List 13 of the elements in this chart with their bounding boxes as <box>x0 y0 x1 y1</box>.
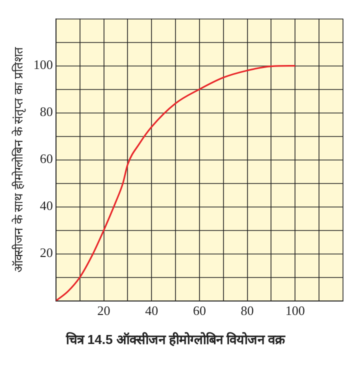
x-tick-label: 40 <box>145 303 158 318</box>
text: चित्र 14.5 ऑक्सीजन हीमोग्लोबिन वियोजन वक्र <box>64 332 286 347</box>
line-series <box>56 65 296 301</box>
y-tick-label: 60 <box>40 151 53 166</box>
y-tick-label: 100 <box>33 57 53 72</box>
y-tick-label: 80 <box>40 104 53 120</box>
x-tick-label: 80 <box>240 303 254 318</box>
x-tick-label: 60 <box>192 303 206 318</box>
y-tick-label: 20 <box>40 245 53 260</box>
x-tick-label: 100 <box>285 303 305 318</box>
y-axis-title: ऑक्सीजन के साथ हीमोग्लोबिन के संतृप्त का प्रतिशत <box>12 46 27 272</box>
x-tick-label: 20 <box>97 303 110 318</box>
y-tick-label: 40 <box>40 198 53 214</box>
